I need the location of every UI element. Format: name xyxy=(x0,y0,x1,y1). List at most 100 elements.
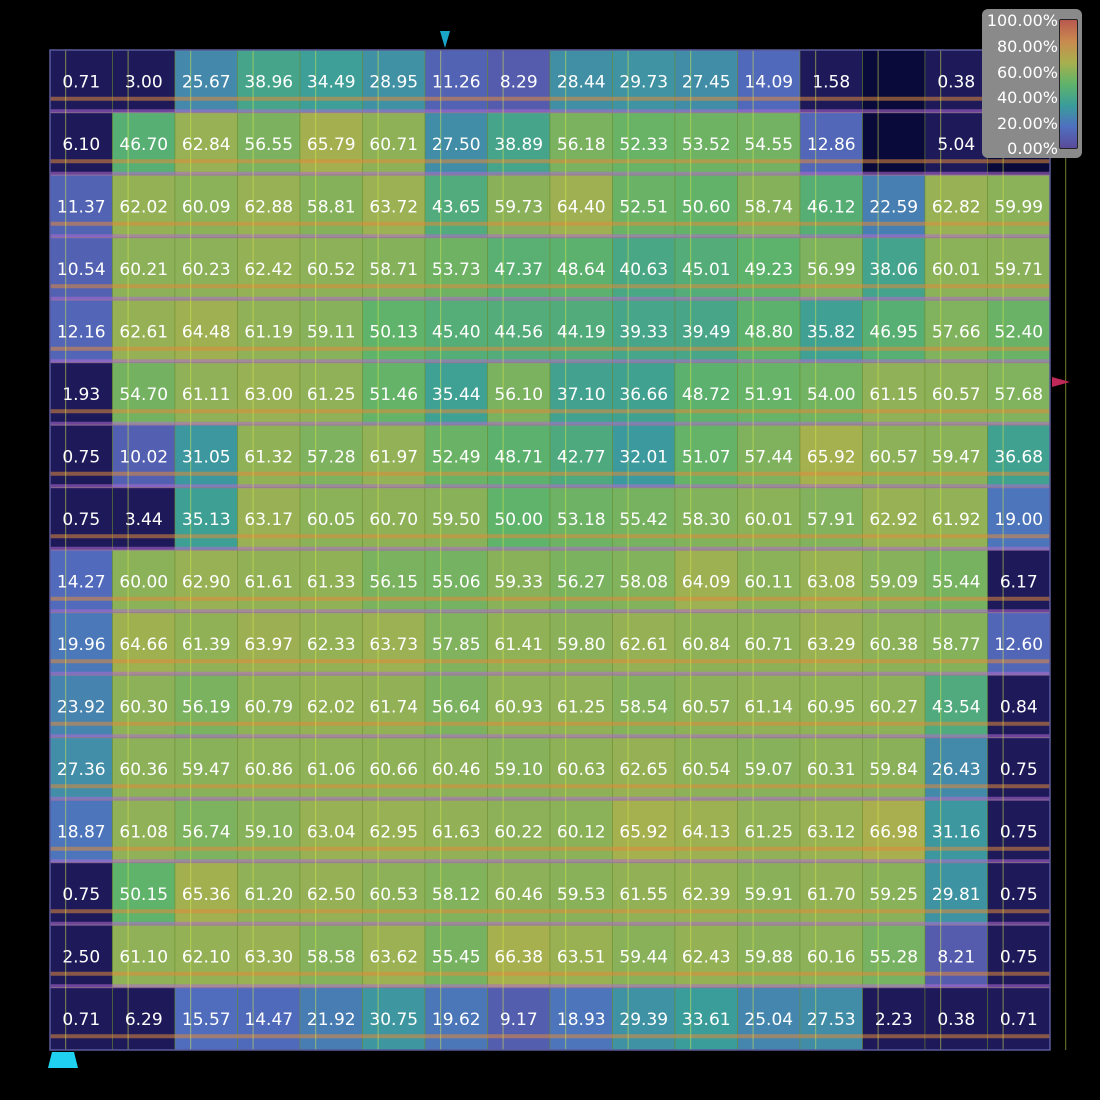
heatmap-cell xyxy=(49,862,113,926)
heatmap-cell xyxy=(299,737,363,801)
heatmap-cell xyxy=(487,924,551,988)
cell-value-label: 60.57 xyxy=(682,697,731,717)
cell-value-label: 0.75 xyxy=(1000,822,1038,842)
cell-value-label: 8.29 xyxy=(500,72,538,92)
heatmap-cell xyxy=(362,612,426,676)
heatmap-cell xyxy=(237,924,301,988)
cell-value-label: 59.10 xyxy=(494,760,543,780)
heatmap-cell xyxy=(737,299,801,363)
colorbar-tick-label: 0.00% xyxy=(1007,139,1058,158)
heatmap-cell xyxy=(174,799,238,863)
heatmap-cell xyxy=(299,924,363,988)
cell-value-label: 27.50 xyxy=(432,135,481,155)
heatmap-cell xyxy=(362,237,426,301)
cell-value-label: 28.44 xyxy=(557,72,606,92)
cell-value-label: 62.92 xyxy=(869,510,918,530)
top-pin-marker xyxy=(440,31,450,48)
cell-value-label: 59.84 xyxy=(869,760,918,780)
heatmap-cell xyxy=(112,924,176,988)
heatmap-cell xyxy=(112,862,176,926)
heatmap-cell xyxy=(549,299,613,363)
cell-value-label: 57.91 xyxy=(807,510,856,530)
cell-value-label: 61.92 xyxy=(932,510,981,530)
heatmap-cell xyxy=(362,299,426,363)
cell-value-label: 33.61 xyxy=(682,1010,731,1030)
heatmap-cell xyxy=(549,112,613,176)
cell-value-label: 2.50 xyxy=(62,947,100,967)
heatmap-cell xyxy=(674,299,738,363)
heatmap-cell xyxy=(862,549,926,613)
cell-value-label: 46.12 xyxy=(807,197,856,217)
cell-value-label: 58.12 xyxy=(432,885,481,905)
cell-value-label: 0.71 xyxy=(62,1010,100,1030)
cell-value-label: 38.06 xyxy=(869,260,918,280)
heatmap-cell xyxy=(487,862,551,926)
heatmap-cell xyxy=(424,987,488,1051)
heatmap-cell xyxy=(612,987,676,1051)
heatmap-cell xyxy=(549,362,613,426)
cell-value-label: 62.82 xyxy=(932,197,981,217)
cell-value-label: 60.79 xyxy=(244,697,293,717)
cell-value-label: 60.38 xyxy=(869,635,918,655)
heatmap-cell xyxy=(737,112,801,176)
cell-value-label: 59.11 xyxy=(307,322,356,342)
cell-value-label: 8.21 xyxy=(937,947,975,967)
cell-value-label: 1.93 xyxy=(62,385,100,405)
cell-value-label: 62.84 xyxy=(182,135,231,155)
cell-value-label: 51.91 xyxy=(744,385,793,405)
cell-value-label: 0.75 xyxy=(1000,760,1038,780)
heatmap-cell xyxy=(924,799,988,863)
cell-value-label: 48.64 xyxy=(557,260,606,280)
heatmap-border xyxy=(49,49,1051,1051)
cell-value-label: 57.28 xyxy=(307,447,356,467)
cell-value-label: 60.30 xyxy=(119,697,168,717)
cell-value-label: 11.37 xyxy=(57,197,106,217)
heatmap-cell xyxy=(862,674,926,738)
cell-value-label: 62.90 xyxy=(182,572,231,592)
cell-value-label: 15.57 xyxy=(182,1010,231,1030)
heatmap-cell xyxy=(737,49,801,113)
cell-value-label: 28.95 xyxy=(369,72,418,92)
cell-value-label: 51.07 xyxy=(682,447,731,467)
cell-value-label: 19.96 xyxy=(57,635,106,655)
heatmap-cell xyxy=(987,424,1051,488)
cell-value-label: 63.12 xyxy=(807,822,856,842)
cell-value-label: 61.32 xyxy=(244,447,293,467)
cell-value-label: 54.55 xyxy=(744,135,793,155)
heatmap-cell xyxy=(612,174,676,238)
cell-value-label: 1.58 xyxy=(812,72,850,92)
heatmap-cell xyxy=(612,862,676,926)
cell-value-label: 55.42 xyxy=(619,510,668,530)
heatmap-cell xyxy=(49,49,113,113)
cell-value-label: 64.66 xyxy=(119,635,168,655)
cell-value-label: 27.36 xyxy=(57,760,106,780)
cell-value-label: 59.09 xyxy=(869,572,918,592)
heatmap-overlay-lines xyxy=(49,49,1067,1051)
heatmap-cell xyxy=(862,174,926,238)
cell-value-label: 12.60 xyxy=(994,635,1043,655)
cell-value-label: 64.13 xyxy=(682,822,731,842)
cell-value-label: 60.01 xyxy=(932,260,981,280)
heatmap-cell xyxy=(299,362,363,426)
heatmap-cell xyxy=(737,487,801,551)
cell-value-label: 62.95 xyxy=(369,822,418,842)
heatmap-cell xyxy=(987,799,1051,863)
heatmap-cell xyxy=(237,487,301,551)
cell-value-label: 63.04 xyxy=(307,822,356,842)
heatmap-cell xyxy=(612,799,676,863)
cell-value-label: 57.44 xyxy=(744,447,793,467)
cell-value-label: 58.74 xyxy=(744,197,793,217)
heatmap-cell xyxy=(924,424,988,488)
cell-value-label: 66.38 xyxy=(494,947,543,967)
cell-value-label: 45.40 xyxy=(432,322,481,342)
heatmap-cell xyxy=(862,424,926,488)
cell-value-label: 57.85 xyxy=(432,635,481,655)
heatmap-cell xyxy=(612,924,676,988)
cell-value-label: 61.97 xyxy=(369,447,418,467)
cell-value-label: 21.92 xyxy=(307,1010,356,1030)
heatmap-cell xyxy=(924,987,988,1051)
cell-value-label: 60.23 xyxy=(182,260,231,280)
cell-value-label: 22.59 xyxy=(869,197,918,217)
cell-value-label: 61.33 xyxy=(307,572,356,592)
cell-value-label: 61.06 xyxy=(307,760,356,780)
